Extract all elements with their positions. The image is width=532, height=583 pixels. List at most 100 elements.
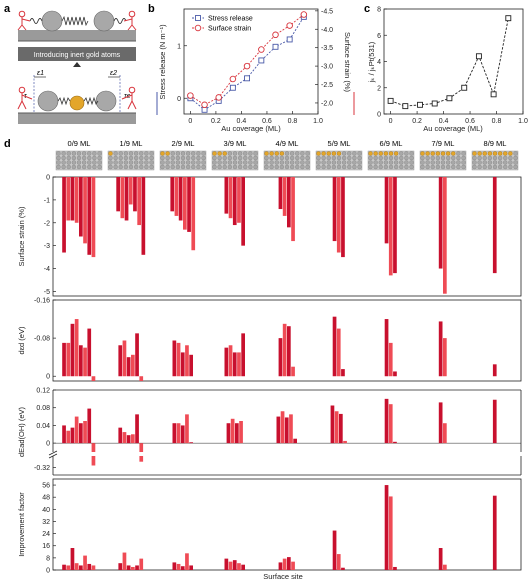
slab-atom [232,164,238,170]
strain-bar [141,177,146,255]
legend-square-marker [195,15,201,21]
slab-atom [440,164,446,170]
slab-gold-atom [212,151,217,156]
slab-atom [232,160,238,165]
slab-atom [66,164,71,170]
legend-b [190,12,260,34]
slab-surface-atom [87,151,92,156]
improvement-bar [237,563,241,570]
slab-atom [66,155,71,161]
dead-bar [276,416,281,444]
slab-atom [331,160,337,165]
slab-surface-atom [300,151,305,156]
slab-atom [71,160,77,165]
dead-bar-lower [139,456,144,462]
slab-atom [248,160,253,165]
slab-atom [420,155,425,161]
slab-atom [279,164,285,170]
slab-atom [201,164,206,170]
deps-bar [341,369,345,377]
slab-atom [300,155,305,161]
improvement-bar [287,557,291,570]
slab-atom [425,160,430,165]
slab-atom [305,164,310,170]
slab-gold-atom [373,151,378,156]
y-tick-label-c: 0 [377,112,381,119]
slab-atom [76,160,82,165]
slab-surface-atom [196,151,201,156]
improvement-bar [241,564,245,570]
stick-figure-body [121,93,137,110]
dead-bar [284,417,289,444]
slab-gold-atom [445,151,451,156]
spring-small [83,96,99,106]
y-axis-title-right-b: Surface strain (%) [343,32,352,93]
slab-atom [185,160,191,165]
dead-bar [87,408,92,444]
y-tick-label-c: 4 [377,59,381,66]
slab-surface-atom [399,151,404,156]
deps-bar [83,347,87,377]
coverage-label: 6/9 ML [380,139,403,148]
slab-gold-atom [383,151,389,156]
slab-atom [445,160,451,165]
slab-atom [435,155,441,161]
slab-atom [222,164,227,170]
y-tick-label-right-b: -3.0 [321,64,333,71]
slab-surface-atom [185,151,191,156]
slab-atom [284,164,290,170]
slab-atom [108,160,113,165]
slab-atom [144,155,149,161]
slab-atom [300,164,305,170]
slab-atom [368,164,373,170]
strain-bar [291,177,295,242]
slab-atom [503,155,508,161]
slab-atom [430,164,435,170]
slab-surface-atom [118,151,123,156]
strain-y-tick-label: -5 [44,289,50,296]
strain-y-tick-label: -2 [44,220,50,227]
slab-atom [383,155,389,161]
improvement-bar [189,565,193,570]
y-tick-label-right-b: -3.5 [321,45,333,52]
slab-atom [352,160,357,165]
slab-atom [139,155,144,161]
slab-atom [440,155,446,161]
slab-atom [472,160,477,165]
plot-frame-c [383,8,524,115]
slab-surface-atom [56,151,61,156]
slab-atom [393,164,399,170]
plot-frame-b [183,8,319,115]
slab-atom [445,155,451,161]
slab-atom [347,155,352,161]
deps-bar [336,328,341,377]
slab-atom [165,155,170,161]
improvement-y-title: Improvement factor [17,492,26,557]
strain-bar [388,177,393,276]
slab-atom [248,155,253,161]
slab-atom [128,155,134,161]
deps-bar [185,345,189,377]
x-tick-label-c: 0.2 [412,118,422,125]
deps-bar [443,338,447,377]
x-tick-label-c: 0.8 [492,118,502,125]
slab-atom [81,155,87,161]
slab-atom [284,155,290,161]
improvement-bar [224,558,229,570]
improvement-bar [492,495,497,570]
slab-surface-atom [123,151,129,156]
slab-atom [409,164,414,170]
slab-surface-atom [170,151,175,156]
deps-bar [388,342,393,377]
strain-bar [393,177,397,274]
data-point-strain [300,11,308,18]
deps-bar [139,376,144,381]
legend-label-strain: Surface strain [208,26,251,33]
slab-atom [430,160,435,165]
slab-atom [456,155,461,161]
improvement-bar [393,566,397,570]
data-point-strain [286,22,293,29]
slab-gold-atom [217,151,222,156]
strain-y-title: Surface strain (%) [17,206,26,267]
spring-left [29,18,43,24]
